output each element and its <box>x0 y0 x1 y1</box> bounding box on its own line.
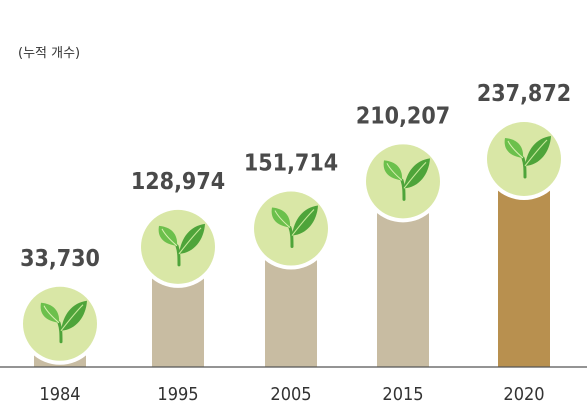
sprout-stem <box>288 226 294 249</box>
x-axis-ticks: 1984 1995 2005 2015 2020 <box>39 384 544 405</box>
x-tick-label: 1995 <box>157 384 198 405</box>
sprout-stem <box>57 321 63 344</box>
sprout-leaf-left-vein <box>386 163 403 181</box>
sprout-leaf-right-vein <box>178 227 202 255</box>
sprout-leaf-left-vein <box>507 140 524 159</box>
value-label: 33,730 <box>20 246 100 272</box>
sprout-leaf-right-vein <box>291 209 315 236</box>
x-tick-label: 2015 <box>382 384 423 405</box>
value-label: 128,974 <box>131 169 225 195</box>
x-tick-label: 1984 <box>39 384 80 405</box>
value-label: 151,714 <box>244 151 338 177</box>
value-label: 210,207 <box>356 103 450 129</box>
sprout-leaf-left-vein <box>274 210 291 228</box>
x-tick-label: 2020 <box>503 384 544 405</box>
sprout-stem <box>521 156 527 179</box>
sprout-stem <box>175 244 181 267</box>
unit-label: (누적 개수) <box>18 46 80 61</box>
sprout-icon <box>40 300 87 344</box>
sprout-leaf-left-vein <box>161 228 178 247</box>
sprout-icon <box>383 158 430 201</box>
sprout-icon <box>158 223 205 267</box>
sprout-stem <box>400 178 406 201</box>
bar-2015 <box>377 197 429 367</box>
sprout-icon <box>271 205 318 249</box>
sprout-leaf-left-vein <box>43 305 60 324</box>
bar-2020 <box>498 175 550 367</box>
sprout-leaf-right-vein <box>524 139 548 167</box>
x-tick-label: 2005 <box>270 384 311 405</box>
sprout-icon <box>504 136 551 179</box>
sprout-leaf-right-vein <box>403 161 427 189</box>
value-label: 237,872 <box>477 81 571 107</box>
sprout-leaf-right-vein <box>60 304 84 332</box>
bars-layer: 33,730 128,974 151,714 210,207 237,872 <box>19 81 571 367</box>
